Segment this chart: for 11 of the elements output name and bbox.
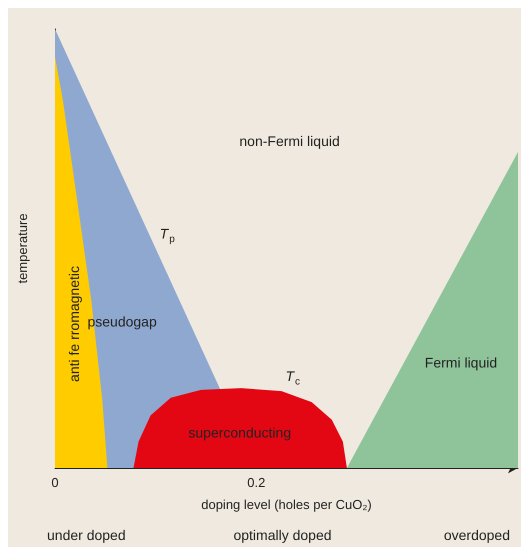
x-axis-title: doping level (holes per CuO₂)	[201, 497, 372, 512]
x-tick-label: 0	[51, 475, 59, 490]
x-tick-label: 0.2	[247, 475, 266, 490]
text: under doped	[47, 527, 126, 543]
series-label: Fermi liquid	[424, 354, 498, 371]
text: overdoped	[444, 527, 510, 543]
series-label: superconducting	[188, 424, 292, 441]
annotation: non-Fermi liquid	[239, 133, 340, 149]
text: optimally doped	[233, 527, 332, 543]
y-axis-title: temperature	[15, 213, 30, 284]
series-label: anti fe rromagnetic	[66, 266, 82, 382]
